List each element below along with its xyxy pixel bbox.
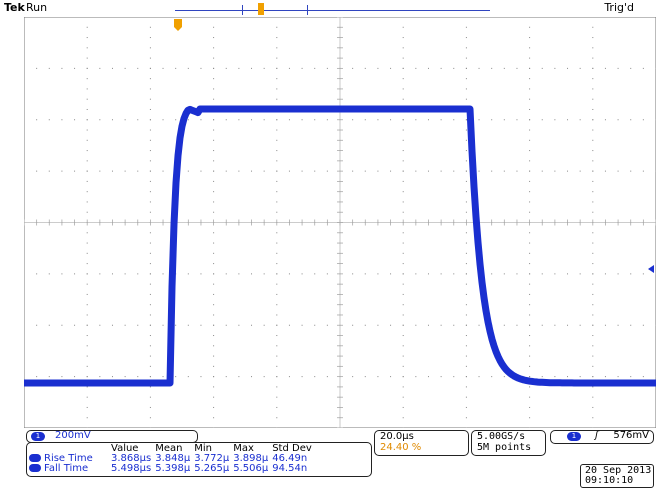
trigger-position-marker[interactable]: [258, 3, 264, 15]
readout-panel: 1 200mV Value Mean Min Max Std Dev Rise …: [0, 430, 656, 487]
sample-rate: 5.00GS/s: [477, 431, 525, 442]
waveform-graticule[interactable]: [24, 17, 656, 428]
time-per-div: 20.0µs: [380, 431, 414, 442]
trigger-slope-icon: ʃ: [595, 430, 598, 441]
trigger-position: 24.40 %: [380, 442, 421, 453]
trigger-source-badge: 1: [567, 432, 581, 441]
acquisition-readout[interactable]: 5.00GS/s 5M points: [471, 430, 546, 456]
trigger-readout[interactable]: 1 ʃ 576mV: [550, 430, 654, 444]
measurement-table[interactable]: Value Mean Min Max Std Dev Rise Time 3.8…: [26, 442, 372, 477]
measurement-value: 5.498µs: [111, 464, 155, 474]
measurement-mean: 5.398µ: [155, 464, 194, 474]
record-view-bar[interactable]: [175, 10, 490, 11]
measurement-max: 5.506µ: [233, 464, 272, 474]
time: 09:10:10: [585, 475, 633, 486]
channel1-scale: 200mV: [55, 430, 91, 441]
datetime-readout: 20 Sep 2013 09:10:10: [580, 464, 654, 488]
channel1-badge: [29, 464, 41, 472]
channel1-badge: [29, 454, 41, 462]
measurement-row: Fall Time 5.498µs 5.398µ 5.265µ 5.506µ 9…: [29, 464, 316, 474]
record-window[interactable]: [242, 5, 308, 15]
measurement-name: Fall Time: [44, 463, 88, 474]
status-bar: Tek Run Trig'd: [0, 0, 656, 16]
brand-logo: Tek: [4, 1, 25, 14]
trigger-status: Trig'd: [604, 1, 634, 14]
measurement-std: 94.54n: [272, 464, 316, 474]
measurement-min: 5.265µ: [194, 464, 233, 474]
trigger-level: 576mV: [613, 430, 649, 441]
channel1-badge: 1: [31, 432, 45, 441]
run-status[interactable]: Run: [26, 1, 47, 14]
timebase-readout[interactable]: 20.0µs 24.40 %: [374, 430, 469, 456]
record-length: 5M points: [477, 442, 531, 453]
